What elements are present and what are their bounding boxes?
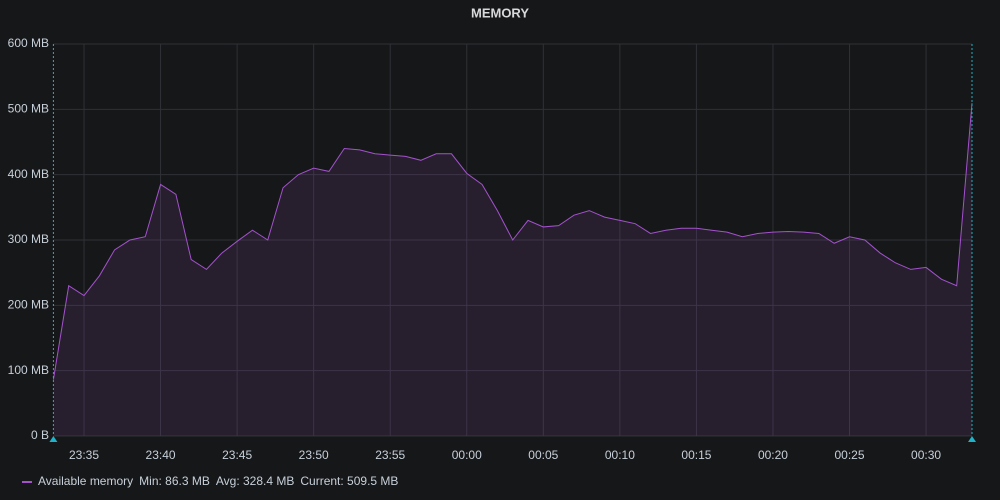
legend-stat: Min: 86.3 MB — [139, 474, 210, 488]
line — [52, 103, 973, 380]
x-tick-label: 23:45 — [222, 448, 252, 462]
chart-title: MEMORY — [471, 5, 529, 20]
y-tick-label: 500 MB — [8, 102, 49, 116]
y-tick-label: 600 MB — [8, 36, 49, 50]
x-tick-label: 00:00 — [452, 448, 482, 462]
y-tick-label: 100 MB — [8, 363, 49, 377]
range-marker-arrow — [968, 436, 976, 442]
area — [53, 103, 972, 437]
x-tick-label: 00:25 — [835, 448, 865, 462]
y-tick-label: 0 B — [31, 428, 49, 442]
legend-stat: Current: 509.5 MB — [300, 474, 398, 488]
x-tick-label: 00:15 — [681, 448, 711, 462]
x-tick-label: 00:20 — [758, 448, 788, 462]
legend-stat: Avg: 328.4 MB — [216, 474, 295, 488]
x-tick-label: 00:05 — [528, 448, 558, 462]
y-tick-label: 200 MB — [8, 298, 49, 312]
legend-label: Available memory — [38, 474, 133, 488]
range-marker-arrow — [49, 436, 58, 442]
x-tick-label: 00:30 — [911, 448, 941, 462]
x-tick-label: 23:40 — [146, 448, 176, 462]
y-tick-label: 300 MB — [8, 232, 49, 246]
x-tick-label: 23:35 — [69, 448, 99, 462]
x-tick-label: 00:10 — [605, 448, 635, 462]
y-tick-label: 400 MB — [8, 167, 49, 181]
x-tick-label: 23:50 — [299, 448, 329, 462]
x-tick-label: 23:55 — [375, 448, 405, 462]
